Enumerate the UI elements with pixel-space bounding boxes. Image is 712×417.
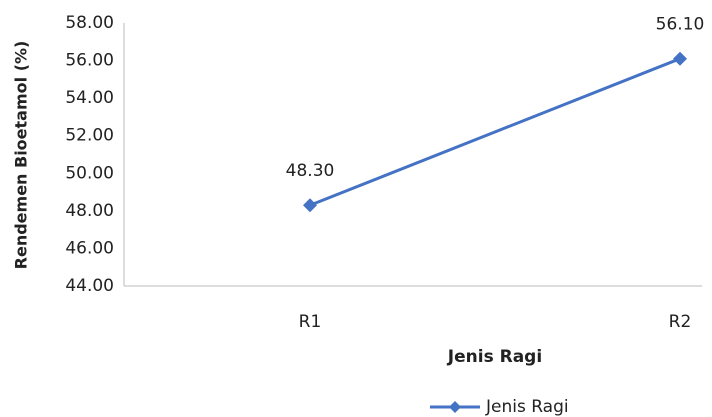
point-marker (673, 51, 687, 66)
y-tick-label: 58.00 (65, 13, 114, 33)
series-line (309, 57, 681, 207)
y-tick-label: 54.00 (65, 88, 114, 108)
x-tick-label: R1 (299, 312, 322, 332)
y-axis-title: Rendemen Bioetamol (%) (12, 41, 31, 270)
y-tick-label: 56.00 (65, 51, 114, 71)
x-tick-label: R2 (669, 312, 692, 332)
y-tick-label: 50.00 (65, 163, 114, 183)
legend-label: Jenis Ragi (485, 397, 569, 417)
legend-marker (449, 401, 461, 413)
data-label: 56.10 (656, 15, 705, 35)
data-label: 48.30 (286, 161, 335, 181)
y-tick-label: 48.00 (65, 201, 114, 221)
y-tick-label: 44.00 (65, 276, 114, 296)
y-tick-label: 46.00 (65, 238, 114, 258)
x-axis-title: Jenis Ragi (447, 347, 542, 367)
y-tick-label: 52.00 (65, 126, 114, 146)
point-marker (303, 198, 317, 213)
